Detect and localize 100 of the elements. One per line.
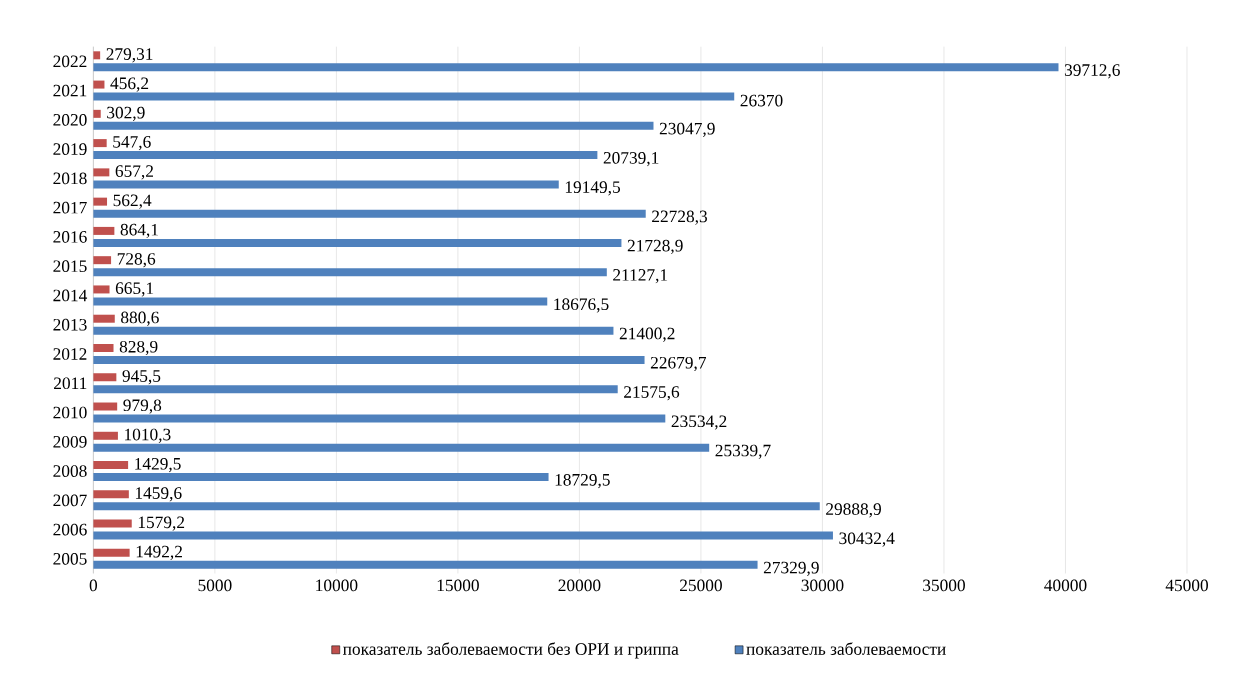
bar	[93, 121, 654, 130]
y-tick-label: 2022	[53, 55, 87, 68]
data-label: 25339,7	[715, 444, 771, 459]
bar	[93, 560, 758, 569]
bar	[93, 431, 118, 440]
data-label: 23047,9	[659, 122, 715, 138]
bar	[93, 490, 129, 499]
y-tick-label: 2020	[53, 114, 87, 126]
data-label: 22728,3	[652, 210, 707, 225]
x-tick-label: 40000	[1044, 579, 1087, 592]
y-tick-label: 2019	[53, 143, 87, 156]
x-tick-label: 35000	[923, 579, 965, 592]
bar	[93, 268, 607, 277]
data-label: 29888,9	[826, 503, 881, 518]
bar	[93, 461, 129, 470]
data-label: 547,6	[113, 136, 151, 151]
x-tick-label: 10000	[316, 579, 358, 592]
y-tick-label: 2010	[53, 406, 87, 419]
data-label: 1579,2	[138, 516, 185, 531]
y-tick-label: 2013	[53, 318, 87, 331]
bar	[93, 548, 130, 557]
x-tick-label: 15000	[437, 579, 479, 592]
data-label: 20739,1	[603, 152, 659, 167]
legend-label: показатель заболеваемости без ОРИ и гриппа	[342, 642, 679, 659]
bar	[93, 168, 110, 177]
data-label: 22679,7	[650, 356, 706, 372]
y-tick-label: 2021	[53, 84, 87, 97]
y-tick-label: 2007	[53, 494, 87, 507]
y-tick-label: 2009	[53, 436, 87, 448]
data-label: 279,31	[106, 48, 153, 63]
bar	[93, 197, 108, 206]
bar	[93, 226, 115, 235]
bar	[93, 151, 598, 160]
bar	[93, 109, 101, 118]
y-tick-label: 2015	[53, 260, 87, 273]
y-tick-label: 2016	[53, 231, 87, 243]
y-tick-label: 2006	[53, 523, 87, 536]
data-label: 21127,1	[613, 269, 668, 284]
data-label: 18729,5	[555, 474, 610, 489]
bar	[93, 344, 114, 353]
bar	[93, 502, 820, 511]
bar	[93, 531, 833, 540]
data-label: 21400,2	[619, 327, 675, 342]
bar	[93, 402, 118, 411]
bar	[93, 314, 115, 323]
x-tick-label: 45000	[1165, 579, 1208, 592]
bar	[93, 285, 110, 294]
bar	[93, 92, 735, 101]
bar	[93, 139, 107, 148]
data-label: 30432,4	[839, 532, 895, 547]
data-label: 864,1	[120, 223, 158, 239]
data-label: 1429,5	[135, 458, 181, 473]
bar	[93, 443, 710, 452]
bar	[93, 356, 645, 365]
data-label: 18676,5	[554, 298, 609, 313]
x-tick-label: 30000	[801, 579, 844, 592]
bar	[93, 51, 101, 60]
x-tick-label: 25000	[680, 579, 722, 592]
y-tick-label: 2005	[53, 553, 87, 565]
bar	[93, 80, 105, 89]
data-label: 39712,6	[1064, 64, 1120, 79]
y-tick-label: 2012	[53, 348, 87, 360]
data-label: 657,2	[115, 165, 153, 180]
data-label: 27329,9	[763, 561, 819, 577]
bar	[93, 238, 622, 247]
data-label: 945,5	[122, 370, 161, 385]
data-label: 562,4	[113, 194, 152, 209]
bar	[93, 63, 1059, 72]
data-label: 1010,3	[125, 428, 171, 443]
bar	[93, 209, 646, 218]
data-label: 828,9	[119, 340, 158, 356]
data-label: 19149,5	[565, 181, 621, 196]
bar	[93, 385, 618, 394]
bar	[93, 519, 132, 528]
bar	[93, 414, 666, 423]
data-label: 1492,2	[136, 545, 182, 561]
bar	[93, 256, 112, 265]
legend-label: показатель заболеваемости	[746, 642, 946, 655]
data-label: 1459,6	[135, 487, 182, 502]
bar	[93, 373, 117, 382]
bar	[93, 473, 549, 482]
data-label: 21728,9	[627, 239, 683, 255]
data-label: 456,2	[110, 77, 149, 92]
data-label: 26370	[740, 94, 783, 107]
data-label: 728,6	[117, 253, 156, 268]
x-tick-label: 0	[89, 579, 98, 592]
y-tick-label: 2014	[53, 289, 88, 302]
data-label: 979,8	[123, 399, 162, 414]
data-label: 21575,6	[624, 386, 680, 401]
data-label: 23534,2	[671, 415, 727, 430]
y-tick-label: 2008	[53, 465, 87, 477]
bar	[93, 297, 548, 306]
bar	[93, 326, 614, 335]
bar	[93, 180, 559, 189]
data-label: 880,6	[121, 311, 159, 326]
y-tick-label: 2011	[54, 377, 87, 390]
data-label: 302,9	[107, 106, 145, 122]
x-tick-label: 5000	[198, 579, 232, 592]
data-label: 665,1	[115, 282, 154, 297]
y-tick-label: 2017	[53, 201, 87, 214]
